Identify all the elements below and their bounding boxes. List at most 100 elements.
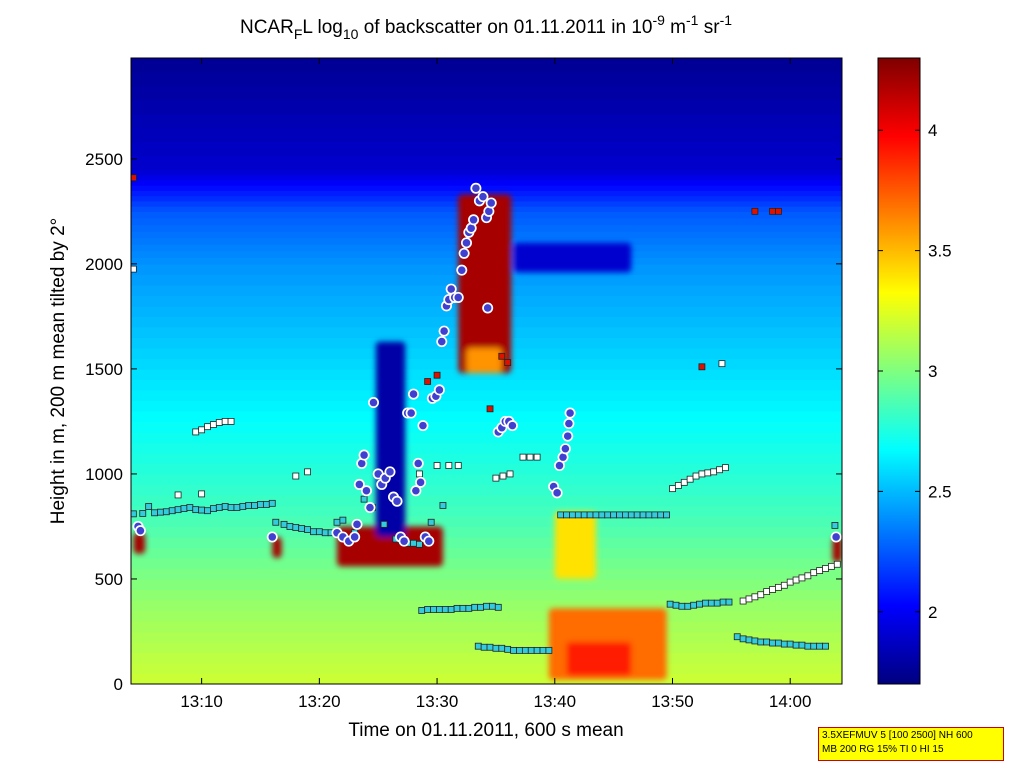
layer-marker <box>321 529 329 537</box>
layer-marker <box>180 505 188 512</box>
layer-marker <box>304 468 311 476</box>
layer-marker <box>310 528 317 536</box>
heatmap-band <box>131 389 842 402</box>
cloud-base-marker <box>407 409 415 417</box>
layer-marker <box>828 562 835 570</box>
layer-marker <box>262 500 270 508</box>
heatmap-band <box>131 473 842 486</box>
layer-marker <box>215 504 223 511</box>
y-tick-label: 500 <box>95 570 123 589</box>
cloud-base-marker <box>409 390 418 398</box>
layer-marker <box>492 644 500 652</box>
cloud-base-marker <box>414 459 423 468</box>
layer-marker <box>227 418 235 425</box>
layer-marker <box>504 645 512 653</box>
layer-marker <box>822 565 829 572</box>
cloud-base-marker <box>268 533 277 541</box>
layer-marker <box>751 207 759 215</box>
heatmap-band <box>131 662 842 675</box>
x-tick-label: 13:50 <box>651 692 694 711</box>
layer-marker <box>210 505 217 512</box>
layer-marker <box>131 265 137 273</box>
layer-marker <box>678 602 686 610</box>
layer-marker <box>272 518 280 526</box>
layer-marker <box>416 470 423 478</box>
layer-marker <box>672 601 680 609</box>
layer-marker <box>719 598 727 606</box>
heatmap-feature <box>513 242 632 273</box>
heatmap-feature <box>566 641 632 676</box>
layer-marker <box>696 600 703 608</box>
layer-marker <box>633 511 641 519</box>
heatmap-band <box>131 578 842 591</box>
heatmap-band <box>131 505 842 517</box>
layer-marker <box>333 518 341 526</box>
cloud-base-marker <box>487 199 496 207</box>
layer-marker <box>454 462 462 469</box>
cloud-base-marker <box>447 285 455 293</box>
layer-marker <box>769 586 776 593</box>
layer-marker <box>257 500 264 508</box>
heatmap-band <box>131 174 842 181</box>
heatmap-feature <box>272 536 282 558</box>
colorbar-gradient <box>878 58 920 684</box>
layer-marker <box>430 606 437 613</box>
heatmap-feature <box>337 526 443 567</box>
layer-marker <box>616 511 623 519</box>
layer-marker <box>292 472 300 480</box>
layer-marker <box>739 597 747 605</box>
layer-marker <box>769 639 776 647</box>
layer-marker <box>718 360 726 368</box>
layer-marker <box>751 593 759 601</box>
cloud-base-marker <box>440 327 448 335</box>
layer-marker <box>674 482 682 489</box>
heatmap-band <box>131 494 842 507</box>
layer-marker <box>775 207 782 215</box>
marker-layer <box>131 174 842 654</box>
plot-area: 13:10 13:20 13:30 13:40 13:50 14:00 0 500 1000 1… <box>85 57 843 711</box>
layer-marker <box>471 603 479 611</box>
layer-marker <box>763 638 771 646</box>
layer-marker <box>439 502 447 509</box>
cloud-base-marker <box>472 184 480 193</box>
layer-marker <box>810 569 818 577</box>
layer-marker <box>775 639 782 647</box>
x-tick-label: 13:20 <box>298 692 341 711</box>
layer-marker <box>445 462 453 469</box>
layer-marker <box>816 567 824 574</box>
heatmap-band <box>131 169 842 176</box>
layer-marker <box>810 642 818 650</box>
heatmap-band <box>131 631 842 643</box>
layer-marker <box>739 635 747 643</box>
heatmap-band <box>131 410 842 423</box>
layer-marker <box>506 470 514 478</box>
x-axis-label: Time on 01.11.2011, 600 s mean <box>348 720 623 741</box>
cloud-base-marker <box>553 489 561 497</box>
layer-marker <box>657 511 665 519</box>
layer-marker <box>186 504 194 511</box>
layer-marker <box>786 640 794 648</box>
layer-marker <box>198 506 206 514</box>
layer-marker <box>751 637 759 645</box>
layer-marker <box>745 595 753 603</box>
layer-marker <box>710 468 718 476</box>
heatmap-band <box>131 431 842 444</box>
x-tick-label: 14:00 <box>769 692 812 711</box>
layer-marker <box>786 578 794 586</box>
heatmap-band <box>131 127 842 143</box>
layer-marker <box>698 470 706 478</box>
layer-marker <box>192 506 200 514</box>
cloud-base-marker <box>353 520 361 529</box>
layer-marker <box>704 469 712 477</box>
layer-marker <box>162 508 170 516</box>
x-tick-label: 13:30 <box>416 692 459 711</box>
layer-marker <box>447 606 455 613</box>
cloud-base-marker <box>479 192 487 201</box>
layer-marker <box>292 524 300 531</box>
heatmap-band <box>131 99 842 115</box>
layer-marker <box>131 174 137 182</box>
heatmap-band <box>131 71 842 87</box>
cloud-base-marker <box>483 304 492 312</box>
layer-marker <box>486 643 494 651</box>
layer-marker <box>780 640 788 648</box>
